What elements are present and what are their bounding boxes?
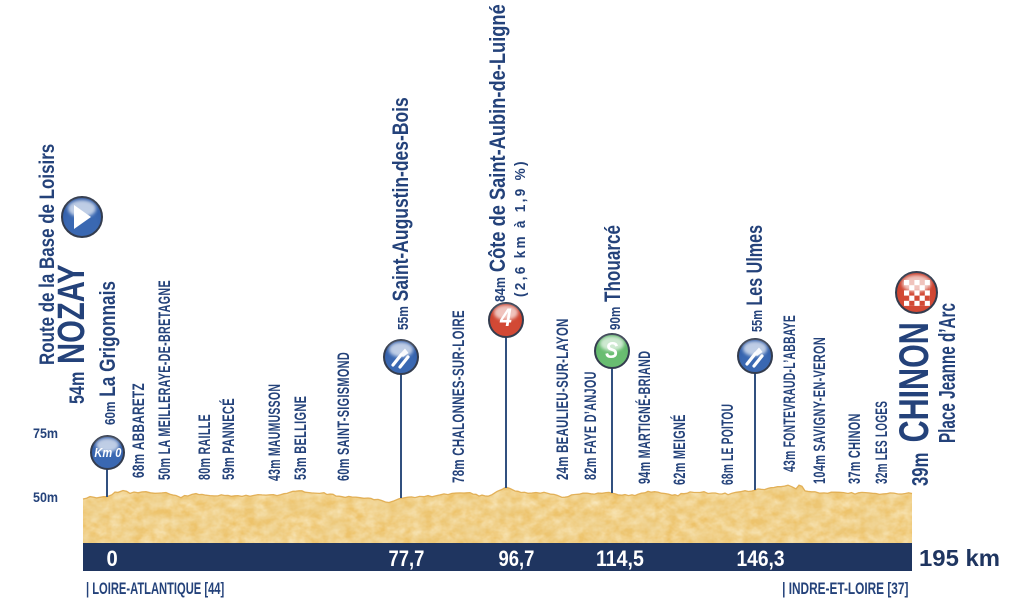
town-label-savigny: 104mSAVIGNY-EN-VERON [809,336,829,484]
feed-zone-marker-2 [737,338,773,374]
waypoint-label-2-detail: (2,6 km à 1,9 %) [511,159,529,297]
waypoint-label-2: 84mCôte de Saint-Aubin-de-Luigné [485,4,510,302]
department-right: | INDRE-ET-LOIRE [37] [782,579,909,598]
town-label-les-loges: 32mLES LOGES [871,400,891,484]
category-4-label: 4 [500,304,512,332]
feed-zone-icon [745,347,764,368]
town-label-pannece: 59mPANNECÉ [218,397,238,480]
stem-sprint [611,366,613,493]
town-label-chinon-small: 37mCHINON [844,413,864,484]
stem-climb [505,336,507,488]
sprint-label: S [605,336,619,363]
feed-zone-marker-1 [383,339,419,375]
km0-label: Km 0 [93,445,122,460]
km-tick-96: 96,7 [497,546,534,571]
distance-bar [83,543,912,571]
stem-feed-2 [754,372,756,490]
waypoint-label-1: 55mSaint-Augustin-des-Bois [387,97,413,330]
km-tick-0: 0 [106,546,118,571]
km-tick-114: 114,5 [595,546,644,571]
finish-place-label: Place Jeanne d’Arc [933,303,960,443]
finish-marker [895,271,938,314]
stem-feed-1 [400,373,402,498]
town-label-meigne: 62mMEIGNÉ [669,414,689,485]
km0-marker: Km 0 [90,435,125,470]
start-marker [61,196,103,238]
town-label-beaulieu: 24mBEAULIEU-SUR-LAYON [552,318,572,480]
town-label-fontevraud: 43mFONTEVRAUD-L’ABBAYE [779,314,799,472]
start-arrow-icon [74,205,91,229]
finish-elevation: 39m [907,452,933,486]
town-label-la-meilleraye: 50mLA MEILLERAYE-DE-BRETAGNE [155,279,174,480]
finish-city-label: 39m CHINON [890,322,937,486]
y-axis-50m: 50m [33,489,59,505]
finish-checkered-icon [903,279,930,306]
town-label-belligne: 53mBELLIGNE [290,395,310,480]
waypoint-label-3: 90mThouarcé [599,224,625,330]
stem-km0 [106,468,108,497]
category-4-climb-marker: 4 [488,302,524,338]
y-axis-75m: 75m [33,425,59,441]
town-label-saint-sigismond: 60mSAINT-SIGISMOND [333,351,353,481]
town-label-martigne: 94mMARTIGNÉ-BRIAND [635,350,654,484]
start-city-label: 54m NOZAY [51,264,93,404]
start-elevation: 54m [66,371,89,404]
start-point-label: 60mLa Grigonnais [95,281,120,425]
town-label-chalonnes: 78mCHALONNES-SUR-LOIRE [448,310,468,483]
km-tick-77: 77,7 [387,546,424,571]
finish-city-name: CHINON [890,322,937,443]
km-tick-146: 146,3 [736,546,785,571]
waypoint-label-4: 55mLes Ulmes [742,224,767,332]
sprint-marker: S [594,333,630,369]
town-label-abbaretz: 68mABBARETZ [129,382,148,478]
town-label-faye-anjou: 82mFAYE D’ANJOU [580,371,600,480]
town-label-maumusson: 43mMAUMUSSON [264,383,284,481]
town-label-le-poitou: 68mLE POITOU [717,403,737,485]
total-distance: 195 km [919,545,1001,571]
town-label-raille: 80mRAILLE [194,413,214,480]
start-city-name: NOZAY [51,264,93,364]
department-left: | LOIRE-ATLANTIQUE [44] [86,579,225,598]
feed-zone-icon [391,348,410,369]
